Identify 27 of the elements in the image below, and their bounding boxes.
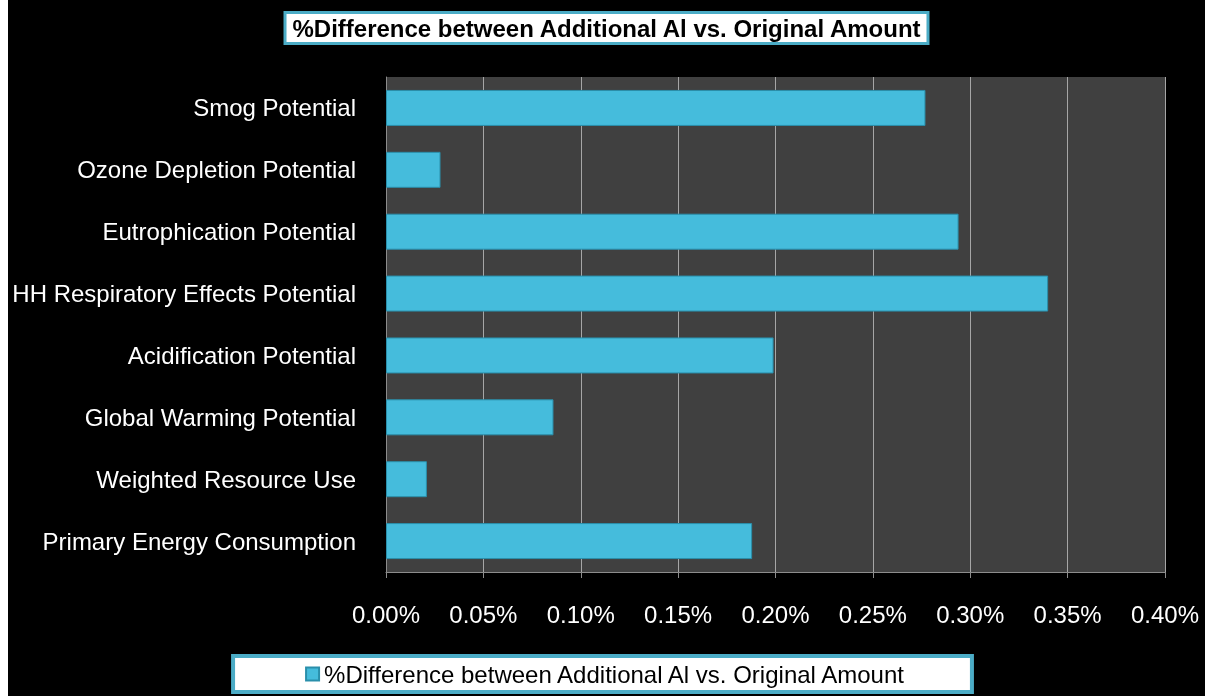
bar bbox=[386, 151, 441, 188]
bar bbox=[386, 461, 427, 498]
bar bbox=[386, 213, 959, 250]
bar bbox=[386, 523, 753, 560]
bar bbox=[386, 399, 554, 436]
y-tick-label: Smog Potential bbox=[193, 94, 356, 122]
bar bbox=[386, 275, 1049, 312]
y-tick-label: Eutrophication Potential bbox=[102, 218, 356, 246]
x-tick-label: 0.40% bbox=[1130, 600, 1200, 628]
x-tick-label: 0.10% bbox=[546, 600, 615, 628]
chart-title: %Difference between Additional Al vs. Original Amount bbox=[292, 14, 921, 42]
y-tick-label: Ozone Depletion Potential bbox=[77, 156, 356, 184]
legend-label: %Difference between Additional Al vs. Original Amount bbox=[324, 660, 905, 688]
y-tick-label: Primary Energy Consumption bbox=[42, 527, 356, 555]
bar bbox=[386, 89, 926, 126]
y-tick-label: Global Warming Potential bbox=[84, 403, 356, 431]
y-tick-label: HH Respiratory Effects Potential bbox=[12, 280, 356, 308]
x-tick-label: 0.30% bbox=[936, 600, 1005, 628]
y-tick-label: Acidification Potential bbox=[127, 341, 356, 369]
bar bbox=[386, 337, 774, 374]
x-tick-label: 0.25% bbox=[838, 600, 907, 628]
x-tick-label: 0.15% bbox=[644, 600, 713, 628]
y-tick-label: Weighted Resource Use bbox=[96, 465, 356, 493]
x-tick-label: 0.20% bbox=[741, 600, 810, 628]
x-tick-label: 0.05% bbox=[449, 600, 518, 628]
x-tick-label: 0.35% bbox=[1033, 600, 1102, 628]
x-tick-label: 0.00% bbox=[351, 600, 421, 628]
